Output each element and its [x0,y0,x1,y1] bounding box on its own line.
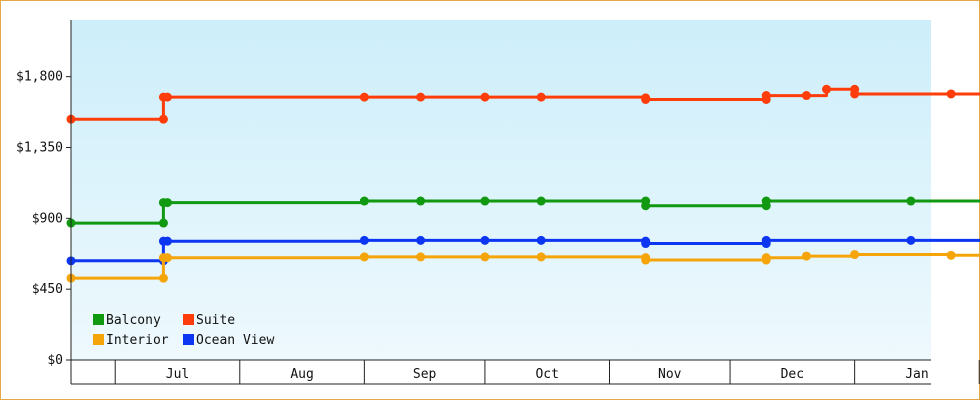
plot-background [71,20,931,360]
x-tick-label: Jan [905,367,928,382]
data-point[interactable] [536,196,546,206]
data-point[interactable] [480,252,490,262]
series-line [71,238,980,263]
data-point[interactable] [946,89,956,99]
data-point[interactable] [416,235,426,245]
legend-label: Ocean View [196,333,274,348]
series-line [71,199,980,225]
legend-swatch [93,334,104,345]
data-point[interactable] [158,218,168,228]
data-point[interactable] [416,92,426,102]
data-point[interactable] [480,235,490,245]
data-point[interactable] [801,91,811,101]
series-layer [66,84,980,283]
data-point[interactable] [162,253,172,263]
data-point[interactable] [641,255,651,265]
legend-entry[interactable]: Ocean View [183,333,274,348]
data-point[interactable] [822,84,832,94]
data-point[interactable] [850,89,860,99]
data-point[interactable] [162,198,172,208]
series-line [71,87,980,121]
x-tick-label: Jul [166,367,189,382]
legend: Balcony Suite Interior Ocean View [93,313,274,348]
data-point[interactable] [761,235,771,245]
data-point[interactable] [416,252,426,262]
y-tick-label: $1,350 [16,141,63,156]
data-point[interactable] [416,196,426,206]
x-tick-label: Sep [413,367,437,382]
data-point[interactable] [536,252,546,262]
data-point[interactable] [359,196,369,206]
data-point[interactable] [162,236,172,246]
legend-swatch [93,314,104,325]
series-suite [66,84,980,124]
data-point[interactable] [359,235,369,245]
data-point[interactable] [480,196,490,206]
data-point[interactable] [158,114,168,124]
series-ocean-view [66,235,980,266]
legend-label: Interior [106,333,169,348]
data-point[interactable] [761,196,771,206]
data-point[interactable] [946,250,956,260]
legend-swatch [183,334,194,345]
data-point[interactable] [850,250,860,260]
y-tick-label: $1,800 [16,70,63,85]
data-point[interactable] [536,92,546,102]
x-tick-label: Oct [535,367,558,382]
data-point[interactable] [536,235,546,245]
y-tick-label: $900 [32,211,63,226]
series-interior [66,250,980,283]
data-point[interactable] [906,196,916,206]
legend-swatch [183,314,194,325]
y-tick-label: $450 [32,282,63,297]
x-tick-label: Aug [290,367,313,382]
data-point[interactable] [761,91,771,101]
x-tick-label: Dec [781,367,804,382]
data-point[interactable] [801,251,811,261]
axis-layer: $0 $450 $900 $1,350 $1,800 Jul Aug Sep Oct Nov Dec… [16,20,980,385]
data-point[interactable] [906,235,916,245]
data-point[interactable] [641,239,651,249]
legend-entry[interactable]: Interior [93,333,169,348]
data-point[interactable] [162,92,172,102]
data-point[interactable] [359,92,369,102]
data-point[interactable] [761,253,771,263]
legend-entry[interactable]: Balcony [93,313,161,328]
data-point[interactable] [641,94,651,104]
data-point[interactable] [359,252,369,262]
series-line [71,253,980,280]
data-point[interactable] [480,92,490,102]
legend-label: Balcony [106,313,161,328]
data-point[interactable] [158,273,168,283]
legend-label: Suite [196,313,235,328]
y-tick-label: $0 [47,353,63,368]
data-point[interactable] [641,201,651,211]
x-tick-label: Nov [658,367,682,382]
legend-entry[interactable]: Suite [183,313,235,328]
